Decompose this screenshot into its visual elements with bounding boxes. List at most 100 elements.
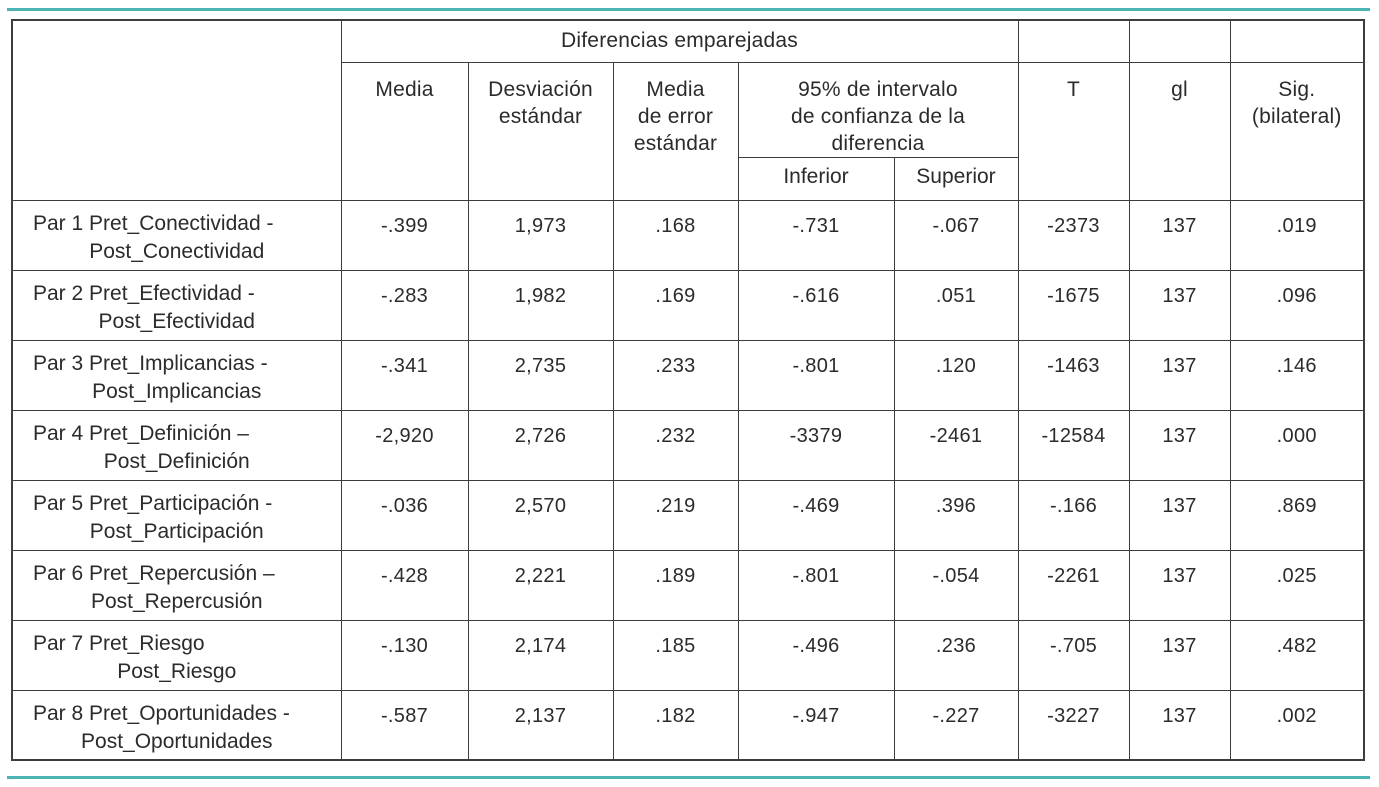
corner-cell <box>11 19 342 201</box>
gl-column-spacer <box>1128 19 1231 63</box>
cell-desviacion: 1,973 <box>467 199 614 271</box>
pair-label-line2: Post_Oportunidades <box>81 729 273 753</box>
col-header-media: Media <box>340 61 469 201</box>
cell-sig: .096 <box>1229 269 1365 341</box>
pair-label-line1: Par 1 Pret_Conectividad - <box>33 211 274 235</box>
pair-label-line1: Par 8 Pret_Oportunidades - <box>33 701 290 725</box>
pair-label-line1: Par 6 Pret_Repercusión – <box>33 561 275 585</box>
cell-inferior: -.616 <box>737 269 895 341</box>
cell-t: -3227 <box>1017 689 1130 761</box>
pair-label-cell: Par 4 Pret_Definición – Post_Definición <box>11 409 342 481</box>
cell-desviacion: 2,735 <box>467 339 614 411</box>
cell-media: -.341 <box>340 339 469 411</box>
pair-label-cell: Par 2 Pret_Efectividad - Post_Efectivida… <box>11 269 342 341</box>
cell-gl: 137 <box>1128 479 1231 551</box>
cell-sig: .019 <box>1229 199 1365 271</box>
table-row-par4: Par 4 Pret_Definición – Post_Definición … <box>11 409 1365 481</box>
cell-media-error: .219 <box>612 479 739 551</box>
cell-desviacion: 2,726 <box>467 409 614 481</box>
col-header-confidence-interval: 95% de intervalo de confianza de la dife… <box>737 61 1019 158</box>
pair-label-line1: Par 7 Pret_Riesgo <box>33 631 205 655</box>
cell-superior: .120 <box>893 339 1019 411</box>
cell-media-error: .232 <box>612 409 739 481</box>
group-header: Diferencias emparejadas <box>340 19 1019 63</box>
cell-inferior: -3379 <box>737 409 895 481</box>
cell-superior: -2461 <box>893 409 1019 481</box>
cell-inferior: -.801 <box>737 549 895 621</box>
pair-label-line2: Post_Riesgo <box>117 659 237 683</box>
cell-superior: -.067 <box>893 199 1019 271</box>
cell-t: -.166 <box>1017 479 1130 551</box>
cell-t: -1675 <box>1017 269 1130 341</box>
cell-sig: .482 <box>1229 619 1365 691</box>
cell-media-error: .185 <box>612 619 739 691</box>
cell-desviacion: 2,174 <box>467 619 614 691</box>
col-header-t: T <box>1017 61 1130 201</box>
bottom-accent-rule <box>7 776 1370 779</box>
cell-superior: -.227 <box>893 689 1019 761</box>
cell-media: -.130 <box>340 619 469 691</box>
table-row-par2: Par 2 Pret_Efectividad - Post_Efectivida… <box>11 269 1365 341</box>
cell-desviacion: 2,570 <box>467 479 614 551</box>
table-row-par8: Par 8 Pret_Oportunidades - Post_Oportuni… <box>11 689 1365 761</box>
col-header-media-error: Media de error estándar <box>612 61 739 201</box>
pair-label-cell: Par 7 Pret_Riesgo Post_Riesgo <box>11 619 342 691</box>
col-header-gl: gl <box>1128 61 1231 201</box>
pair-label-line2: Post_Efectividad <box>98 309 255 333</box>
cell-superior: -.054 <box>893 549 1019 621</box>
cell-media: -.399 <box>340 199 469 271</box>
cell-sig: .025 <box>1229 549 1365 621</box>
cell-t: -.705 <box>1017 619 1130 691</box>
cell-inferior: -.731 <box>737 199 895 271</box>
cell-desviacion: 1,982 <box>467 269 614 341</box>
pair-label-line1: Par 3 Pret_Implicancias - <box>33 351 268 375</box>
cell-gl: 137 <box>1128 199 1231 271</box>
cell-gl: 137 <box>1128 269 1231 341</box>
header-row-ci-bounds: Inferior Superior <box>12 156 1364 201</box>
cell-superior: .051 <box>893 269 1019 341</box>
pair-label-line1: Par 5 Pret_Participación - <box>33 491 273 515</box>
paired-differences-table: Diferencias emparejadas Media Desviación… <box>11 19 1365 761</box>
top-accent-rule <box>7 8 1370 11</box>
col-header-sig: Sig. (bilateral) <box>1229 61 1365 201</box>
pair-label-line1: Par 4 Pret_Definición – <box>33 421 249 445</box>
cell-media-error: .189 <box>612 549 739 621</box>
header-row-group: Diferencias emparejadas <box>11 19 1365 201</box>
cell-desviacion: 2,221 <box>467 549 614 621</box>
cell-superior: .396 <box>893 479 1019 551</box>
cell-inferior: -.469 <box>737 479 895 551</box>
table-row-par3: Par 3 Pret_Implicancias - Post_Implicanc… <box>11 339 1365 411</box>
col-header-superior: Superior <box>893 156 1019 201</box>
cell-media-error: .168 <box>612 199 739 271</box>
cell-gl: 137 <box>1128 689 1231 761</box>
cell-media: -.428 <box>340 549 469 621</box>
cell-t: -2261 <box>1017 549 1130 621</box>
cell-sig: .869 <box>1229 479 1365 551</box>
cell-inferior: -.496 <box>737 619 895 691</box>
pair-label-cell: Par 5 Pret_Participación - Post_Particip… <box>11 479 342 551</box>
pair-label-line1: Par 2 Pret_Efectividad - <box>33 281 255 305</box>
table-row-par5: Par 5 Pret_Participación - Post_Particip… <box>11 479 1365 551</box>
pair-label-line2: Post_Conectividad <box>89 239 265 263</box>
cell-sig: .002 <box>1229 689 1365 761</box>
cell-t: -1463 <box>1017 339 1130 411</box>
table-row-par6: Par 6 Pret_Repercusión – Post_Repercusió… <box>11 549 1365 621</box>
cell-media: -2,920 <box>340 409 469 481</box>
cell-media-error: .182 <box>612 689 739 761</box>
cell-media-error: .169 <box>612 269 739 341</box>
cell-inferior: -.801 <box>737 339 895 411</box>
cell-gl: 137 <box>1128 339 1231 411</box>
pair-label-line2: Post_Participación <box>89 519 264 543</box>
table-row-par7: Par 7 Pret_Riesgo Post_Riesgo -.130 2,17… <box>11 619 1365 691</box>
cell-desviacion: 2,137 <box>467 689 614 761</box>
cell-gl: 137 <box>1128 549 1231 621</box>
col-header-desviacion: Desviación estándar <box>467 61 614 201</box>
pair-label-line2: Post_Repercusión <box>90 589 263 613</box>
cell-media: -.587 <box>340 689 469 761</box>
pair-label-line2: Post_Implicancias <box>92 379 262 403</box>
cell-sig: .000 <box>1229 409 1365 481</box>
cell-media-error: .233 <box>612 339 739 411</box>
pair-label-line2: Post_Definición <box>103 449 250 473</box>
cell-superior: .236 <box>893 619 1019 691</box>
